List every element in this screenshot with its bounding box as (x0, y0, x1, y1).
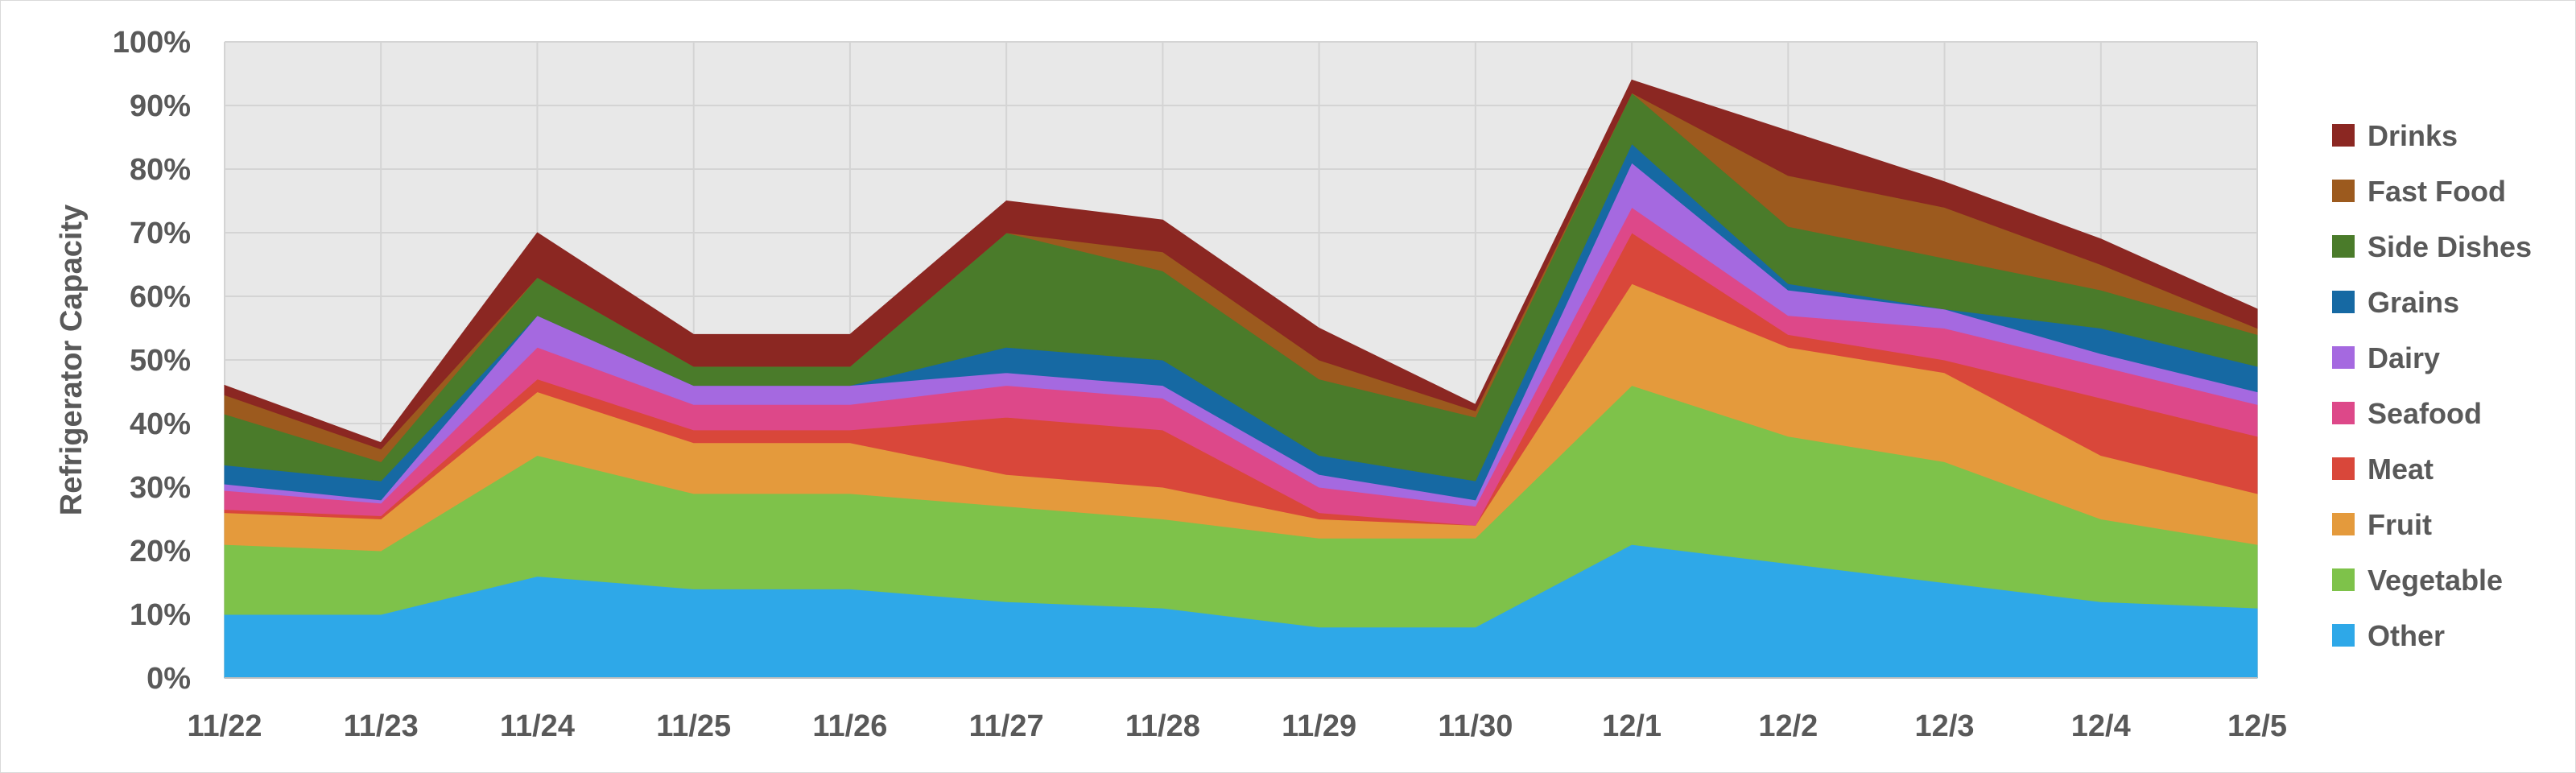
x-tick-label: 11/26 (812, 709, 887, 743)
legend-swatch-drinks (2332, 124, 2355, 147)
x-tick-label: 11/28 (1125, 709, 1200, 743)
y-axis-title: Refrigerator Capacity (55, 205, 89, 515)
x-tick-label: 11/25 (656, 709, 731, 743)
y-tick-label: 50% (130, 344, 191, 378)
area-series-group (224, 79, 2258, 679)
legend-label-fruit: Fruit (2368, 508, 2432, 541)
legend-swatch-grains (2332, 291, 2355, 313)
x-tick-label: 11/23 (344, 709, 419, 743)
y-tick-label: 60% (130, 280, 191, 314)
x-tick-label: 12/1 (1602, 709, 1662, 743)
legend-swatch-vegetable (2332, 568, 2355, 591)
y-tick-label: 100% (113, 26, 191, 60)
y-tick-label: 20% (130, 535, 191, 568)
y-tick-label: 80% (130, 153, 191, 187)
y-tick-label: 40% (130, 407, 191, 441)
x-tick-label: 12/5 (2227, 709, 2287, 743)
axes: 0% 10% 20% 30% 40% 50% 60% 70% 80% 90% 100% 11/22 11… (113, 26, 2287, 743)
legend-label-seafood: Seafood (2368, 397, 2482, 430)
x-tick-label: 11/29 (1282, 709, 1356, 743)
x-tick-label: 12/3 (1915, 709, 1975, 743)
legend-label-meat: Meat (2368, 453, 2434, 486)
legend-label-vegetable: Vegetable (2368, 564, 2503, 597)
y-tick-label: 0% (147, 662, 191, 696)
y-tick-label: 70% (130, 217, 191, 250)
y-tick-label: 30% (130, 471, 191, 505)
x-tick-label: 11/24 (500, 709, 575, 743)
x-tick-label: 12/2 (1758, 709, 1818, 743)
x-tick-label: 12/4 (2071, 709, 2131, 743)
legend: Drinks Fast Food Side Dishes Grains Dairy Sea… (2332, 119, 2532, 652)
legend-label-grains: Grains (2368, 286, 2459, 319)
legend-swatch-side-dishes (2332, 235, 2355, 258)
y-tick-label: 10% (130, 598, 191, 632)
legend-label-fast-food: Fast Food (2368, 175, 2506, 208)
area-series-drinks (224, 79, 2258, 450)
x-tick-label: 11/22 (188, 709, 262, 743)
legend-swatch-seafood (2332, 402, 2355, 424)
x-tick-label: 11/27 (969, 709, 1044, 743)
legend-label-side-dishes: Side Dishes (2368, 230, 2532, 263)
legend-label-other: Other (2368, 619, 2445, 652)
legend-swatch-fruit (2332, 513, 2355, 535)
legend-swatch-fast-food (2332, 180, 2355, 202)
x-tick-label: 11/30 (1438, 709, 1513, 743)
legend-swatch-dairy (2332, 346, 2355, 369)
legend-label-dairy: Dairy (2368, 341, 2440, 374)
y-tick-label: 90% (130, 89, 191, 123)
legend-label-drinks: Drinks (2368, 119, 2458, 152)
legend-swatch-meat (2332, 457, 2355, 480)
legend-swatch-other (2332, 624, 2355, 647)
